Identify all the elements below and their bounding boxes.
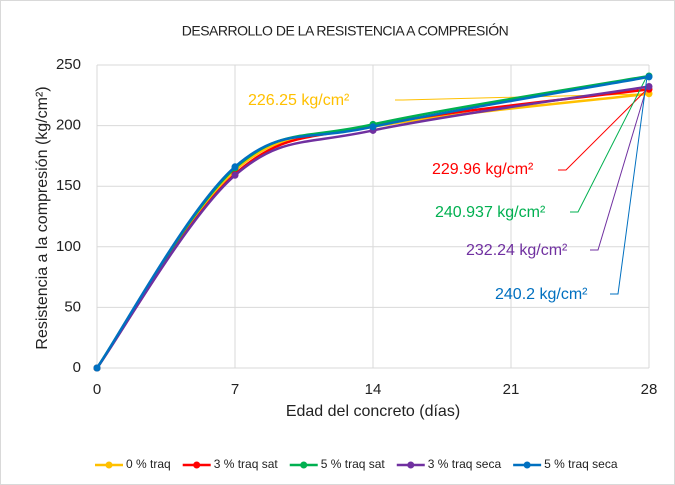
leader-line [590, 86, 648, 251]
legend-marker [407, 461, 415, 469]
chart-title: DESARROLLO DE LA RESISTENCIA A COMPRESIÓ… [182, 23, 509, 39]
legend-label: 3 % traq seca [428, 457, 502, 471]
legend-label: 3 % traq sat [214, 457, 279, 471]
data-label: 240.2 kg/cm² [495, 286, 588, 303]
y-tick-label: 200 [56, 117, 81, 134]
data-point [645, 83, 653, 91]
y-tick-label: 250 [56, 56, 81, 73]
series-line [95, 75, 650, 369]
y-tick-label: 150 [56, 177, 81, 194]
x-tick-label: 21 [503, 381, 520, 398]
data-label: 229.96 kg/cm² [432, 161, 534, 178]
data-point [231, 171, 239, 179]
legend-marker [193, 461, 201, 469]
leader-line [395, 93, 648, 101]
data-point [93, 364, 101, 372]
series-line [95, 85, 650, 369]
data-label: 240.937 kg/cm² [435, 204, 546, 221]
x-tick-label: 0 [93, 381, 101, 398]
y-tick-label: 100 [56, 238, 81, 255]
legend-marker [300, 461, 308, 469]
x-tick-label: 28 [641, 381, 658, 398]
y-tick-label: 0 [73, 359, 81, 376]
data-label: 226.25 kg/cm² [248, 92, 350, 109]
data-label: 232.24 kg/cm² [466, 242, 568, 259]
y-tick-label: 50 [64, 298, 81, 315]
leader-line [570, 75, 648, 213]
x-tick-label: 7 [231, 381, 239, 398]
legend-label: 5 % traq seca [544, 457, 618, 471]
legend-marker [523, 461, 531, 469]
legend-label: 5 % traq sat [321, 457, 386, 471]
leader-line [558, 88, 648, 171]
legend-marker [105, 461, 113, 469]
data-point [369, 123, 377, 131]
legend-label: 0 % traq [126, 457, 171, 471]
data-point [231, 163, 239, 171]
x-tick-label: 14 [365, 381, 382, 398]
leader-line [610, 76, 648, 295]
x-axis-title: Edad del concreto (días) [286, 403, 460, 420]
y-axis-title: Resistencia a la compresión (kg/cm²) [34, 86, 51, 349]
